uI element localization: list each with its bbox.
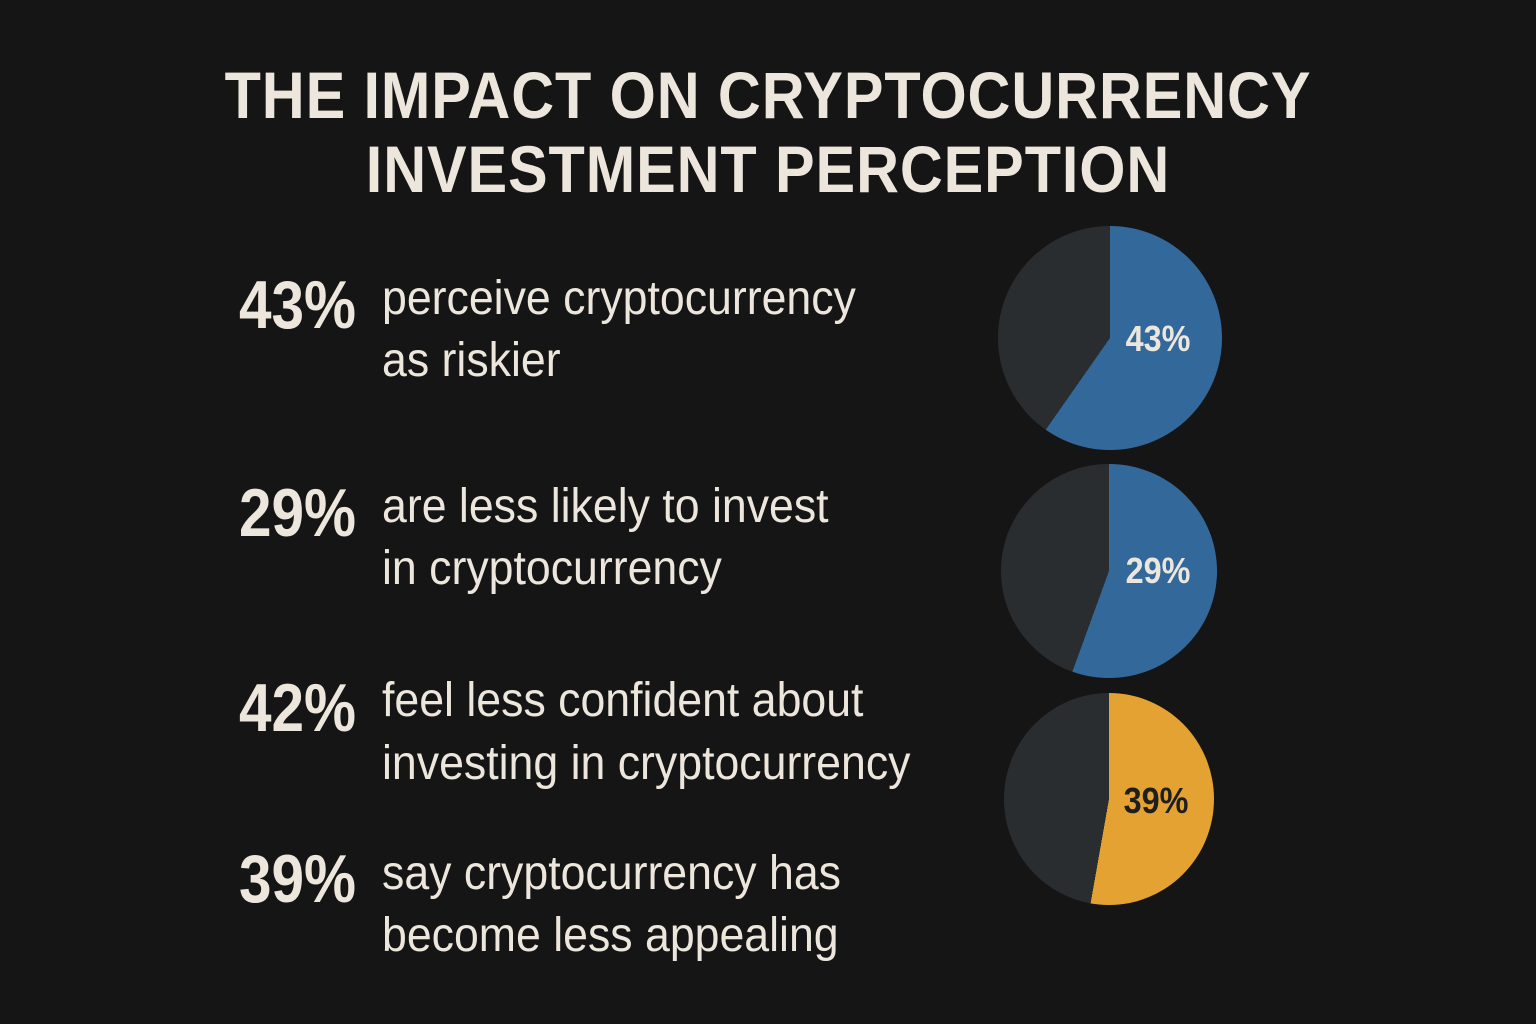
pie-chart-less-appealing xyxy=(1004,693,1214,905)
stat-text-less-likely-line2: in cryptocurrency xyxy=(382,542,722,595)
pie-chart-less-likely xyxy=(1001,464,1217,678)
pie-label-riskier: 43% xyxy=(1125,318,1191,359)
stat-text-less-confident-line1: feel less confident about xyxy=(382,674,864,727)
pie-chart-riskier xyxy=(998,226,1222,450)
stat-value-riskier: 43% xyxy=(238,267,356,343)
pie-label-less-likely: 29% xyxy=(1125,550,1191,591)
stat-text-less-likely-line1: are less likely to invest xyxy=(382,480,829,533)
stat-text-less-confident-line2: investing in cryptocurrency xyxy=(382,737,911,790)
stat-text-riskier-line2: as riskier xyxy=(382,334,561,387)
stat-text-riskier-line1: perceive cryptocurrency xyxy=(382,272,856,325)
stat-value-less-confident: 42% xyxy=(238,670,356,746)
page-title: THE IMPACT ON CRYPTOCURRENCY INVESTMENT … xyxy=(77,58,1459,206)
stat-value-less-appealing: 39% xyxy=(238,841,356,917)
pie-label-less-appealing: 39% xyxy=(1123,780,1189,821)
title-line-2: INVESTMENT PERCEPTION xyxy=(365,132,1171,206)
stat-text-less-appealing-line2: become less appealing xyxy=(382,909,839,962)
stat-value-less-likely: 29% xyxy=(238,475,356,551)
stat-text-less-appealing-line1: say cryptocurrency has xyxy=(382,847,841,900)
title-line-1: THE IMPACT ON CRYPTOCURRENCY xyxy=(224,58,1312,132)
